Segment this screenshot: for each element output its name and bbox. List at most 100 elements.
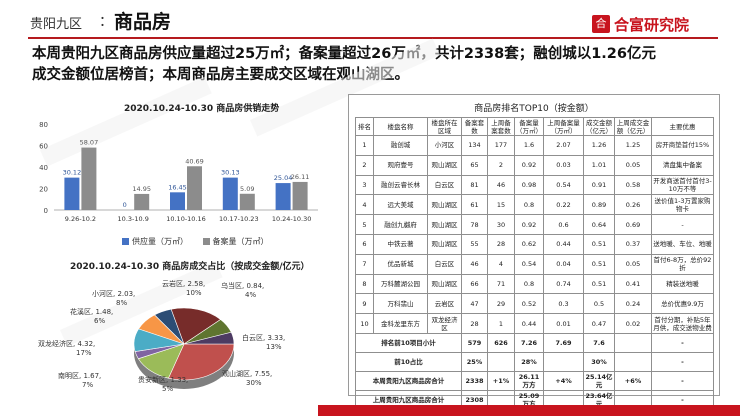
table-cell: 送地暖、车位、地暖 — [651, 233, 714, 255]
table-cell: 开发商送首付首付3-10万不等 — [651, 174, 714, 196]
table-cell: 0.54 — [543, 174, 584, 196]
pie-slice-label: 贵安新区, 1.33, 5% — [138, 375, 188, 393]
brand-logo-glyph: 合 — [595, 17, 607, 30]
table-cell: 观山湖区 — [427, 154, 462, 176]
legend-swatch-supply — [122, 238, 129, 245]
table-header-cell: 备案量（万㎡） — [514, 117, 544, 136]
pie-label-line: 观山湖区, 7.55, — [222, 369, 272, 378]
table-cell: 0.52 — [514, 293, 544, 315]
table-cell: 5 — [355, 214, 374, 235]
table-cell: 46 — [487, 174, 515, 196]
table-cell: 134 — [461, 135, 488, 156]
table-cell: 1.25 — [614, 135, 652, 156]
bar-chart-title: 2020.10.24-10.30 商品房供销走势 — [124, 104, 280, 114]
summary-text: 本周贵阳九区商品房供应量超过25万㎡；备案量超过26万㎡，共计2338套；融创城… — [32, 44, 722, 86]
table-cell: 0.92 — [514, 154, 544, 176]
filing-bar — [239, 193, 255, 210]
slide-header: 贵阳九区 ： 商品房 合 合富研究院 — [0, 0, 740, 42]
table-cell: 远大美域 — [373, 194, 428, 216]
table-cell: 0.05 — [614, 253, 652, 275]
table-cell: 30 — [487, 214, 515, 235]
table-cell: 0.05 — [614, 154, 652, 176]
brand-name: 合富研究院 — [614, 16, 690, 34]
pie-chart-title: 2020.10.24-10.30 商品房成交占比（按成交金额/亿元） — [70, 262, 310, 272]
filing-bar — [292, 181, 308, 210]
ranking-table-title: 商品房排名TOP10（按金额） — [474, 104, 594, 114]
table-header-cell: 楼盘名称 — [373, 117, 428, 136]
table-cell: 0.51 — [583, 253, 615, 275]
pie-slice-label: 小河区, 2.03, 8% — [92, 289, 135, 307]
table-body: 1 融创城 小河区 134 177 1.6 2.07 1.26 1.25 房开商垫首付15% 2 观府… — [355, 135, 714, 410]
filing-bar-label: 26.11 — [291, 173, 310, 181]
table-cell: 优品新城 — [373, 253, 428, 275]
table-summary-cell: 前10占比 — [355, 351, 462, 372]
y-tick-label: 20 — [39, 186, 48, 194]
table-summary-cell: 7.26 — [514, 332, 544, 353]
table-cell: 白云区 — [427, 253, 462, 275]
table-row: 8 万科麓湖公园 观山湖区 66 71 0.8 0.74 0.51 0.41 精装送地暖 — [355, 273, 714, 295]
table-header-cell: 主要优惠 — [651, 117, 714, 136]
table-cell: 2 — [487, 154, 515, 176]
table-cell: 0.51 — [583, 233, 615, 255]
table-cell: 47 — [461, 293, 488, 315]
table-row: 9 万科翡山 云岩区 47 29 0.52 0.3 0.5 0.24 总价优惠9.9万 — [355, 293, 714, 315]
filing-bar-label: 5.09 — [240, 185, 254, 193]
filing-bar — [187, 166, 202, 210]
pie-label-line: 17% — [76, 349, 92, 357]
table-cell: 0.26 — [614, 194, 652, 216]
table-cell: 0.89 — [583, 194, 615, 216]
pie-slice-label: 南明区, 1.67, 7% — [58, 371, 101, 389]
pie-label-line: 小河区, 2.03, — [92, 289, 135, 298]
filing-bar — [134, 193, 150, 210]
pie-label-line: 13% — [266, 343, 282, 351]
table-cell: 观府壹号 — [373, 154, 428, 176]
table-cell: 金科龙里东方 — [373, 313, 428, 334]
table-summary-cell: 28% — [514, 351, 544, 372]
header-divider — [28, 37, 718, 39]
summary-line-2: 成交金额位居榜首；本周商品房主要成交区域在观山湖区。 — [32, 67, 409, 83]
table-cell: 中铁云著 — [373, 233, 428, 255]
table-cell: 首付分期，补贴5年月供，成交送物业费 — [651, 313, 714, 334]
pie-slice — [167, 343, 235, 381]
y-tick-label: 60 — [39, 143, 48, 151]
table-cell: 0.04 — [543, 253, 584, 275]
table-summary-row: 本周贵阳九区商品房合计 2338 +1% 26.11万方 +4% 25.14亿元 +6% - — [355, 370, 714, 391]
legend-filing: 备案量（万㎡） — [202, 237, 269, 246]
table-summary-cell — [543, 351, 584, 372]
table-cell: 65 — [461, 154, 488, 176]
table-cell: 0.51 — [583, 273, 615, 295]
y-tick-label: 80 — [39, 121, 48, 129]
table-summary-cell: 25.14亿元 — [583, 370, 615, 391]
table-summary-cell: 30% — [583, 351, 615, 372]
table-cell: 0.8 — [514, 194, 544, 216]
table-row: 4 远大美域 观山湖区 61 15 0.8 0.22 0.89 0.26 送价值1-3万置家购物卡 — [355, 194, 714, 216]
table-summary-cell: 排名前10项目小计 — [355, 332, 462, 353]
table-cell: 0.5 — [583, 293, 615, 315]
table-cell: 0.01 — [543, 313, 584, 334]
table-cell: 8 — [355, 273, 374, 295]
table-cell: 万科翡山 — [373, 293, 428, 315]
table-header-cell: 楼盘所在区域 — [427, 117, 462, 136]
pie-label-line: 8% — [116, 299, 127, 307]
table-cell: 0.62 — [514, 233, 544, 255]
table-summary-cell: 7.69 — [543, 332, 584, 353]
table-cell: 0.41 — [614, 273, 652, 295]
table-header-cell: 上周成交金额（亿元） — [614, 117, 652, 136]
table-cell: 1.01 — [583, 154, 615, 176]
legend-filing-label: 备案量（万㎡） — [212, 237, 269, 246]
table-cell: 1.6 — [514, 135, 544, 156]
table-cell: 总价优惠9.9万 — [651, 293, 714, 315]
table-cell: 46 — [461, 253, 488, 275]
table-cell: 融创云睿长林 — [373, 174, 428, 196]
table-cell: 融创九樾府 — [373, 214, 428, 235]
supply-bar — [275, 183, 291, 210]
supply-bar — [222, 177, 238, 210]
table-cell: 0.91 — [583, 174, 615, 196]
table-cell: 融创城 — [373, 135, 428, 156]
ranking-table: 排名 楼盘名称 楼盘所在区域 备案套数 上周备案套数 备案量（万㎡） 上周备案量（万㎡） 成交… — [355, 117, 714, 410]
table-summary-cell: 本周贵阳九区商品房合计 — [355, 370, 462, 391]
pie-label-line: 7% — [82, 381, 93, 389]
filing-bar-label: 14.95 — [132, 185, 151, 193]
filing-bar — [81, 147, 97, 210]
filing-bar-label: 40.69 — [185, 157, 204, 165]
